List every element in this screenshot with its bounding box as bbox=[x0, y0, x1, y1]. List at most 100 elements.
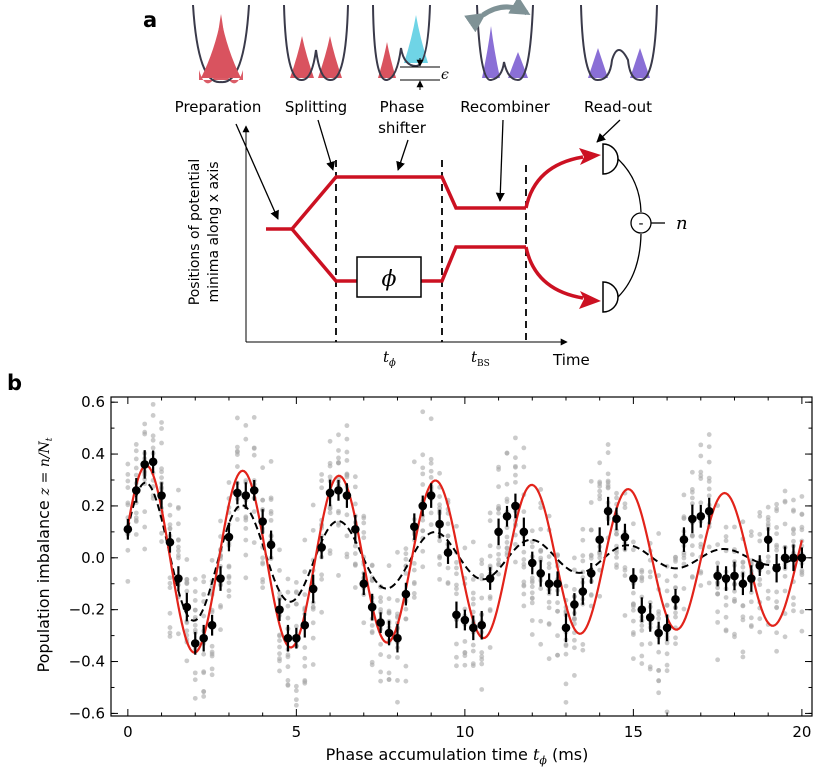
measurement-point bbox=[234, 444, 240, 450]
measurement-point bbox=[723, 614, 729, 620]
splitting-label: Splitting bbox=[285, 98, 347, 116]
measurement-point bbox=[327, 474, 333, 480]
measurement-point bbox=[336, 459, 341, 465]
measurement-point bbox=[673, 610, 678, 616]
data-point bbox=[452, 610, 461, 620]
measurement-point bbox=[159, 530, 164, 536]
measurement-point bbox=[538, 487, 544, 492]
measurement-point bbox=[504, 540, 510, 545]
measurement-point bbox=[411, 560, 417, 566]
measurement-point bbox=[748, 624, 754, 630]
measurement-point bbox=[580, 537, 586, 543]
measurement-point bbox=[234, 452, 240, 457]
measurement-point bbox=[723, 602, 729, 608]
measurement-point bbox=[723, 595, 729, 600]
data-point bbox=[721, 574, 731, 583]
measurement-point bbox=[302, 655, 308, 661]
data-point bbox=[536, 569, 545, 578]
measurement-point bbox=[689, 575, 695, 580]
measurement-point bbox=[774, 508, 780, 514]
measurement-point bbox=[319, 485, 325, 491]
measurement-point bbox=[496, 484, 501, 490]
measurement-point bbox=[437, 502, 442, 508]
measurement-point bbox=[647, 666, 653, 672]
measurement-point bbox=[715, 657, 721, 663]
measurement-point bbox=[420, 452, 426, 458]
measurement-point bbox=[563, 681, 569, 687]
measurement-point bbox=[479, 654, 485, 660]
data-point bbox=[519, 527, 529, 537]
measurement-point bbox=[698, 533, 704, 539]
measurement-point bbox=[538, 641, 544, 647]
potential-phase-shifter-icon: ϵ bbox=[372, 4, 449, 90]
measurement-point bbox=[529, 544, 535, 550]
measurement-point bbox=[597, 555, 603, 561]
data-point bbox=[460, 615, 470, 625]
measurement-point bbox=[555, 600, 560, 606]
detector-top bbox=[602, 143, 619, 175]
y-tick-label: 0.4 bbox=[81, 445, 105, 463]
measurement-point bbox=[656, 616, 662, 621]
measurement-point bbox=[689, 543, 695, 549]
y-axis-label: Population imbalance z = n/Nt bbox=[34, 437, 55, 672]
measurement-point bbox=[572, 555, 577, 561]
measurement-point bbox=[319, 472, 325, 477]
measurement-point bbox=[378, 599, 384, 604]
measurement-point bbox=[521, 603, 527, 609]
measurement-point bbox=[664, 662, 670, 668]
measurement-point bbox=[479, 561, 485, 567]
measurement-point bbox=[133, 510, 139, 516]
measurement-point bbox=[302, 569, 308, 575]
measurement-point bbox=[361, 520, 367, 526]
measurement-point bbox=[454, 654, 459, 660]
measurement-point bbox=[639, 653, 645, 659]
measurement-point bbox=[673, 585, 678, 591]
data-point bbox=[789, 553, 798, 563]
measurement-point bbox=[327, 506, 333, 512]
measurement-point bbox=[782, 634, 788, 640]
measurement-point bbox=[529, 579, 535, 585]
measurement-point bbox=[277, 633, 282, 639]
measurement-point bbox=[521, 445, 527, 451]
schematic-ylabel-line2: minima along x axis bbox=[206, 162, 222, 303]
measurement-point bbox=[437, 562, 442, 567]
measurement-point bbox=[597, 496, 603, 502]
measurement-point bbox=[698, 544, 704, 550]
measurement-point bbox=[159, 475, 164, 481]
measurement-point bbox=[656, 678, 662, 683]
measurement-point bbox=[234, 517, 240, 522]
measurement-point bbox=[403, 556, 409, 562]
measurement-point bbox=[504, 450, 510, 456]
measurement-point bbox=[234, 448, 240, 454]
measurement-point bbox=[310, 635, 316, 641]
data-point bbox=[174, 574, 183, 583]
measurement-point bbox=[630, 602, 636, 607]
measurement-point bbox=[597, 483, 603, 489]
measurement-point bbox=[310, 502, 316, 508]
measurement-point bbox=[133, 465, 139, 471]
measurement-point bbox=[791, 595, 796, 601]
measurement-point bbox=[580, 526, 586, 532]
measurement-point bbox=[723, 627, 729, 633]
measurement-point bbox=[133, 472, 139, 478]
measurement-point bbox=[563, 643, 569, 649]
data-point bbox=[258, 517, 267, 526]
measurement-point bbox=[698, 473, 704, 479]
measurement-point bbox=[462, 662, 468, 668]
measurement-point bbox=[361, 620, 367, 626]
measurement-point bbox=[630, 521, 636, 527]
measurement-point bbox=[529, 584, 535, 590]
measurement-point bbox=[774, 531, 780, 537]
data-point bbox=[140, 460, 150, 469]
measurement-point bbox=[184, 581, 190, 587]
t-phi-label: tϕ bbox=[383, 348, 396, 369]
measurement-point bbox=[529, 590, 535, 596]
measurement-point bbox=[386, 596, 392, 602]
measurement-point bbox=[125, 547, 131, 553]
measurement-point bbox=[765, 559, 771, 564]
measurement-point bbox=[681, 492, 687, 498]
measurement-point bbox=[184, 628, 190, 634]
measurement-point bbox=[622, 613, 628, 618]
measurement-point bbox=[757, 531, 763, 537]
data-point bbox=[561, 623, 571, 633]
